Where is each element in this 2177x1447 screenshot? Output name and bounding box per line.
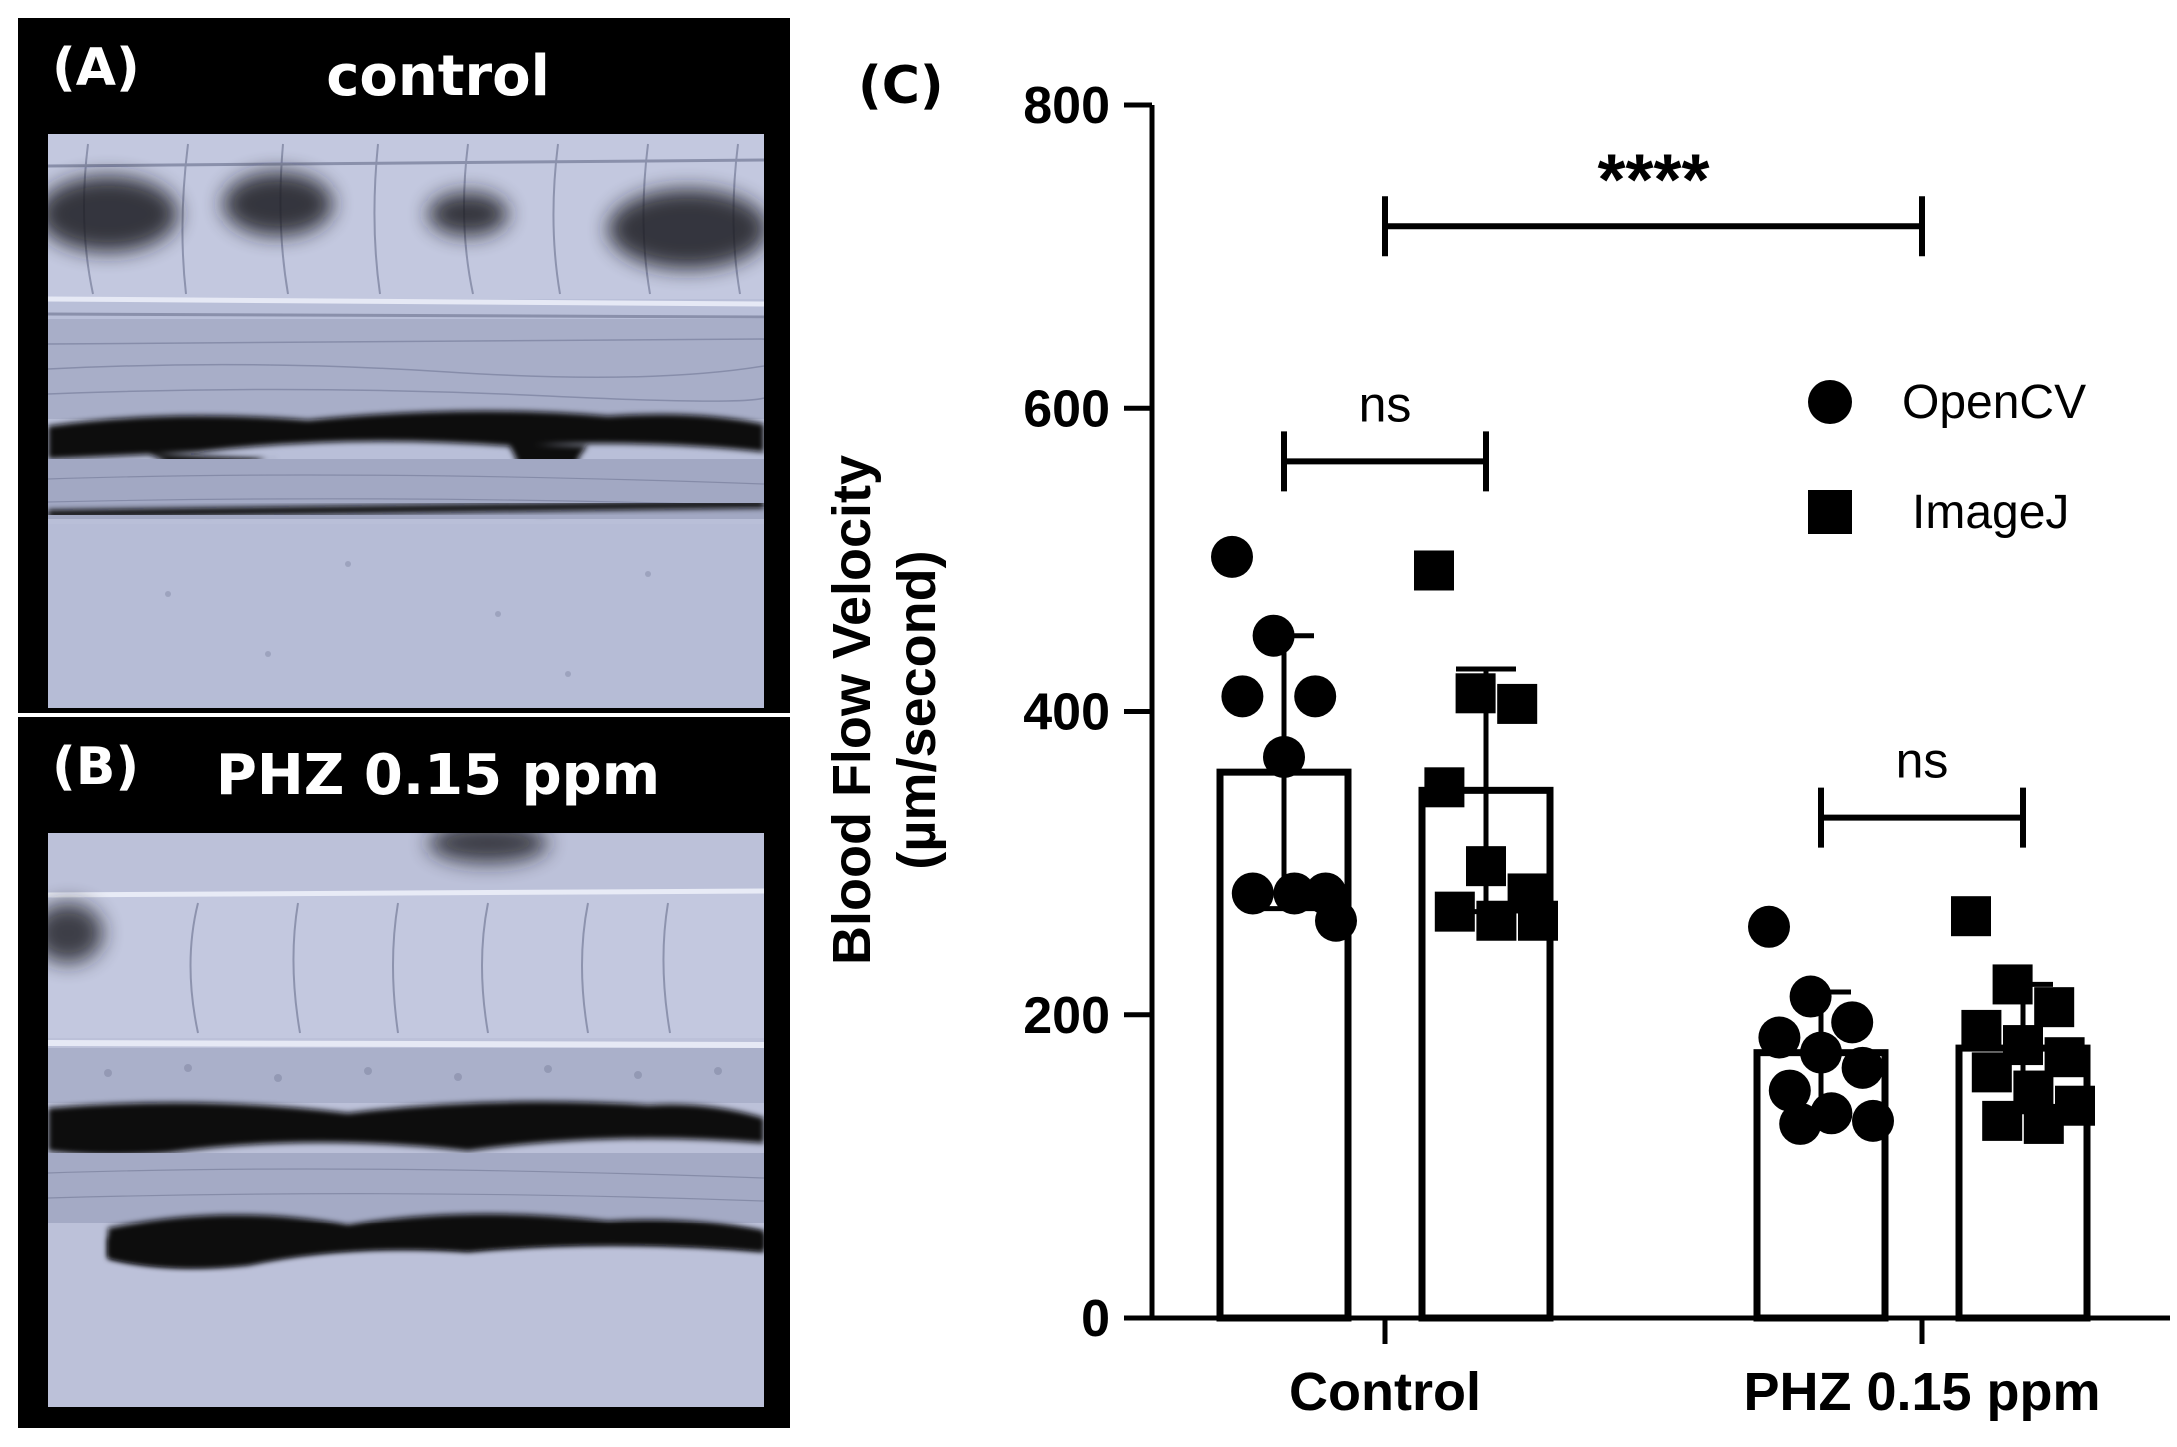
- error-bars: [1254, 633, 2053, 1116]
- micrograph-phz: [48, 833, 764, 1407]
- data-points: [1211, 535, 2095, 1145]
- data-point-circle: [1748, 905, 1790, 948]
- data-point-circle: [1221, 675, 1264, 718]
- data-point-circle: [1315, 899, 1357, 942]
- micrograph-phz-image: [48, 833, 764, 1407]
- data-point-circle: [1768, 1069, 1811, 1112]
- micrograph-control: [48, 134, 764, 708]
- x-tick-label: PHZ 0.15 ppm: [1743, 1362, 2100, 1422]
- legend-label: ImageJ: [1912, 486, 2069, 539]
- data-point-circle: [1252, 614, 1295, 657]
- y-tick-label: 0: [1081, 1290, 1110, 1348]
- panel-b-title: PHZ 0.15 ppm: [215, 743, 661, 808]
- data-point-square: [1434, 891, 1475, 932]
- bars: [1216, 768, 2091, 1322]
- data-point-circle: [1294, 675, 1337, 718]
- data-point-square: [1518, 900, 1558, 941]
- y-ticks: 0 200 400 600 800: [1023, 77, 1152, 1348]
- data-point-circle: [1831, 1001, 1874, 1044]
- data-point-circle: [1800, 1031, 1842, 1074]
- data-point-circle: [1852, 1099, 1894, 1142]
- data-point-square: [1414, 550, 1454, 591]
- panel-a-title: control: [326, 44, 550, 109]
- significance-brackets: ns ns ****: [1281, 140, 2026, 848]
- y-tick-label: 800: [1023, 77, 1110, 135]
- data-point-square: [1424, 767, 1465, 808]
- data-point-circle: [1758, 1016, 1801, 1059]
- data-point-square: [1497, 683, 1538, 724]
- panel-b-phz: (B) PHZ 0.15 ppm: [18, 717, 790, 1428]
- x-ticks: Control PHZ 0.15 ppm: [1289, 1318, 2101, 1422]
- data-point-square: [1992, 964, 2033, 1005]
- y-axis-label: Blood Flow Velocity: [822, 455, 882, 965]
- data-point-square: [1466, 846, 1506, 887]
- y-tick-label: 400: [1023, 684, 1110, 742]
- panel-a-letter: (A): [52, 38, 140, 98]
- legend-marker-square: [1808, 490, 1852, 534]
- data-point-square: [1951, 896, 1991, 937]
- data-point-circle: [1211, 535, 1253, 578]
- significance-label: ns: [1359, 376, 1412, 432]
- data-point-square: [1455, 673, 1496, 714]
- y-tick-label: 200: [1023, 987, 1110, 1045]
- micrograph-control-image: [48, 134, 764, 708]
- significance-label: ****: [1597, 140, 1709, 220]
- data-point-square: [1971, 1052, 2012, 1093]
- data-point-circle: [1841, 1046, 1884, 1089]
- data-point-square: [1982, 1100, 2023, 1141]
- data-point-circle: [1789, 975, 1832, 1018]
- x-tick-label: Control: [1289, 1362, 1481, 1422]
- significance-label: ns: [1896, 733, 1949, 789]
- panel-b-letter: (B): [52, 737, 140, 797]
- legend-label: OpenCV: [1902, 376, 2086, 429]
- panel-c-letter: (C): [858, 56, 944, 116]
- data-point-circle: [1779, 1102, 1822, 1145]
- data-point-square: [2044, 1037, 2085, 1078]
- y-axis-unit-label: (µm/second): [887, 550, 947, 869]
- y-tick-label: 600: [1023, 380, 1110, 438]
- data-point-circle: [1273, 872, 1316, 915]
- data-point-square: [1961, 1009, 2002, 1050]
- legend-marker-circle: [1808, 380, 1852, 424]
- data-point-circle: [1231, 872, 1274, 915]
- data-point-circle: [1263, 735, 1305, 778]
- data-point-square: [2023, 1103, 2064, 1144]
- legend: OpenCV ImageJ: [1808, 376, 2086, 539]
- bar-chart: 0 200 400 600 800 Control PHZ 0.15 ppm ns ns **…: [822, 77, 2170, 1422]
- data-point-square: [2034, 987, 2075, 1028]
- panel-a-control: (A) control: [18, 18, 790, 713]
- chart-area: 0 200 400 600 800 Control PHZ 0.15 ppm ns ns **…: [800, 0, 2177, 1443]
- data-point-square: [1476, 900, 1517, 941]
